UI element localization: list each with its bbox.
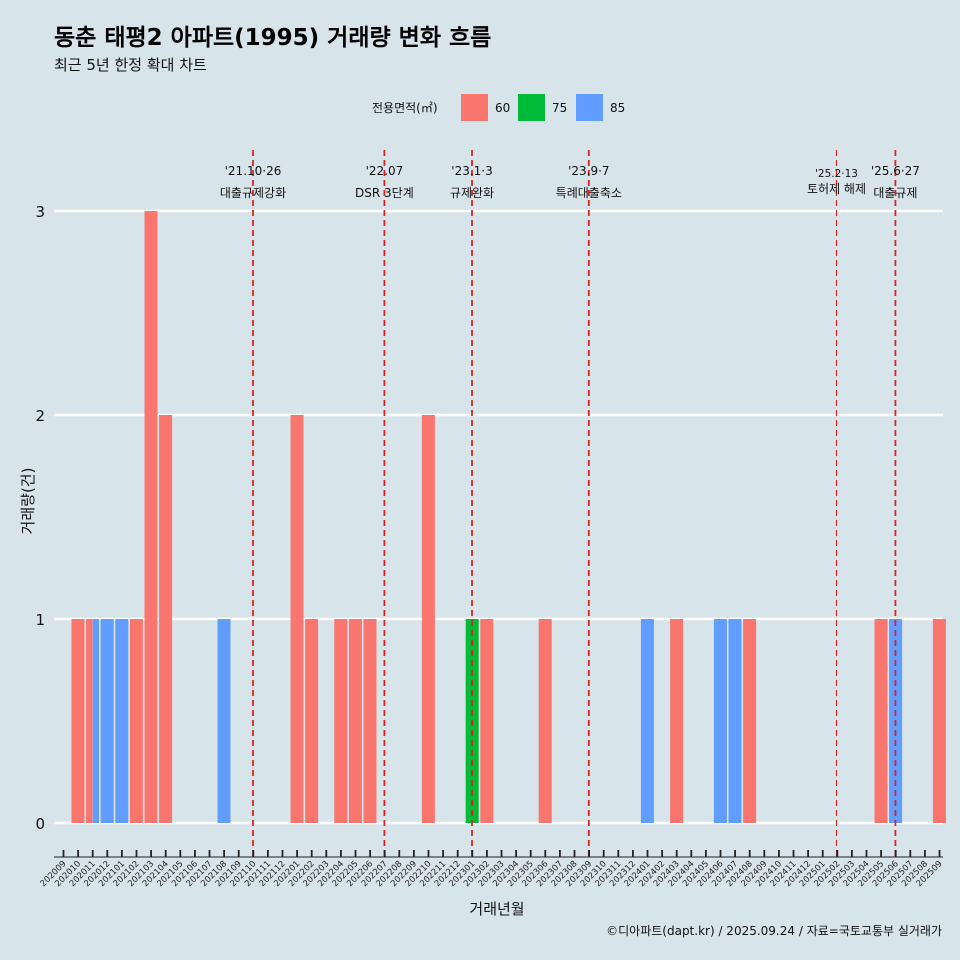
bar-202509-60 bbox=[932, 619, 946, 823]
legend-label-85: 85 bbox=[610, 101, 625, 115]
event-label-202207: DSR 3단계 bbox=[355, 186, 414, 200]
event-label-202110: 대출규제강화 bbox=[220, 186, 286, 200]
event-label-202301: 규제완화 bbox=[450, 186, 494, 200]
event-markers: '21.10·26 대출규제강화 '22.07 DSR 3단계 '23.1·3 규제완화 '… bbox=[220, 150, 920, 857]
legend-label-75: 75 bbox=[552, 101, 567, 115]
event-date-202110: '21.10·26 bbox=[225, 164, 282, 178]
event-date-202309: '23.9·7 bbox=[568, 164, 609, 178]
bar-202210-60 bbox=[421, 415, 435, 823]
bar-202306-60 bbox=[538, 619, 552, 823]
bar-202505-60 bbox=[874, 619, 888, 823]
event-label-202506: 대출규제 bbox=[873, 186, 917, 200]
chart-subtitle: 최근 5년 한정 확대 차트 bbox=[54, 56, 207, 74]
x-axis: 2020092020102020112020122021012021022021… bbox=[39, 850, 945, 889]
y-axis-title: 거래량(건) bbox=[19, 468, 37, 535]
legend-key-85 bbox=[576, 94, 603, 121]
event-date-202207: '22.07 bbox=[366, 164, 404, 178]
legend: 전용면적(㎡) 60 75 85 bbox=[372, 94, 625, 121]
bar-202206-60 bbox=[363, 619, 377, 823]
bar-202302-60 bbox=[480, 619, 494, 823]
bar-202403-60 bbox=[670, 619, 684, 823]
bar-202201-60 bbox=[290, 415, 304, 823]
bar-202011-85 bbox=[92, 619, 100, 823]
event-date-202502: '25.2·13 bbox=[815, 168, 858, 180]
bar-202102-60 bbox=[129, 619, 143, 823]
legend-key-75 bbox=[518, 94, 545, 121]
y-gridlines bbox=[54, 209, 943, 825]
bar-202406-85 bbox=[713, 619, 727, 823]
legend-key-60 bbox=[461, 94, 488, 121]
bar-202011-60 bbox=[86, 619, 93, 823]
chart-title: 동춘 태평2 아파트(1995) 거래량 변화 흐름 bbox=[54, 25, 491, 51]
caption: ©디아파트(dapt.kr) / 2025.09.24 / 자료=국토교통부 실… bbox=[606, 924, 942, 938]
bar-202104-60 bbox=[159, 415, 173, 823]
legend-title: 전용면적(㎡) bbox=[372, 101, 438, 115]
bar-202205-60 bbox=[348, 619, 362, 823]
bar-202204-60 bbox=[334, 619, 348, 823]
event-date-202506: '25.6·27 bbox=[871, 164, 920, 178]
bar-202202-60 bbox=[305, 619, 319, 823]
y-tick-label-0: 0 bbox=[35, 815, 45, 833]
bars bbox=[71, 211, 946, 823]
event-label-202502: 토허제 해제 bbox=[807, 182, 866, 196]
legend-label-60: 60 bbox=[495, 101, 510, 115]
bar-202012-85 bbox=[100, 619, 114, 823]
x-axis-title: 거래년월 bbox=[469, 900, 524, 918]
bar-202103-60 bbox=[144, 211, 158, 823]
bar-202108-85 bbox=[217, 619, 231, 823]
event-date-202301: '23.1·3 bbox=[451, 164, 492, 178]
bar-202101-85 bbox=[115, 619, 129, 823]
y-tick-label-1: 1 bbox=[35, 611, 45, 629]
y-tick-label-2: 2 bbox=[35, 407, 45, 425]
event-label-202309: 특례대출축소 bbox=[556, 186, 622, 200]
bar-202010-60 bbox=[71, 619, 85, 823]
y-tick-labels: 0 1 2 3 bbox=[35, 203, 45, 833]
y-tick-label-3: 3 bbox=[35, 203, 45, 221]
bar-202408-60 bbox=[743, 619, 757, 823]
bar-202407-85 bbox=[728, 619, 742, 823]
bar-202401-85 bbox=[640, 619, 654, 823]
